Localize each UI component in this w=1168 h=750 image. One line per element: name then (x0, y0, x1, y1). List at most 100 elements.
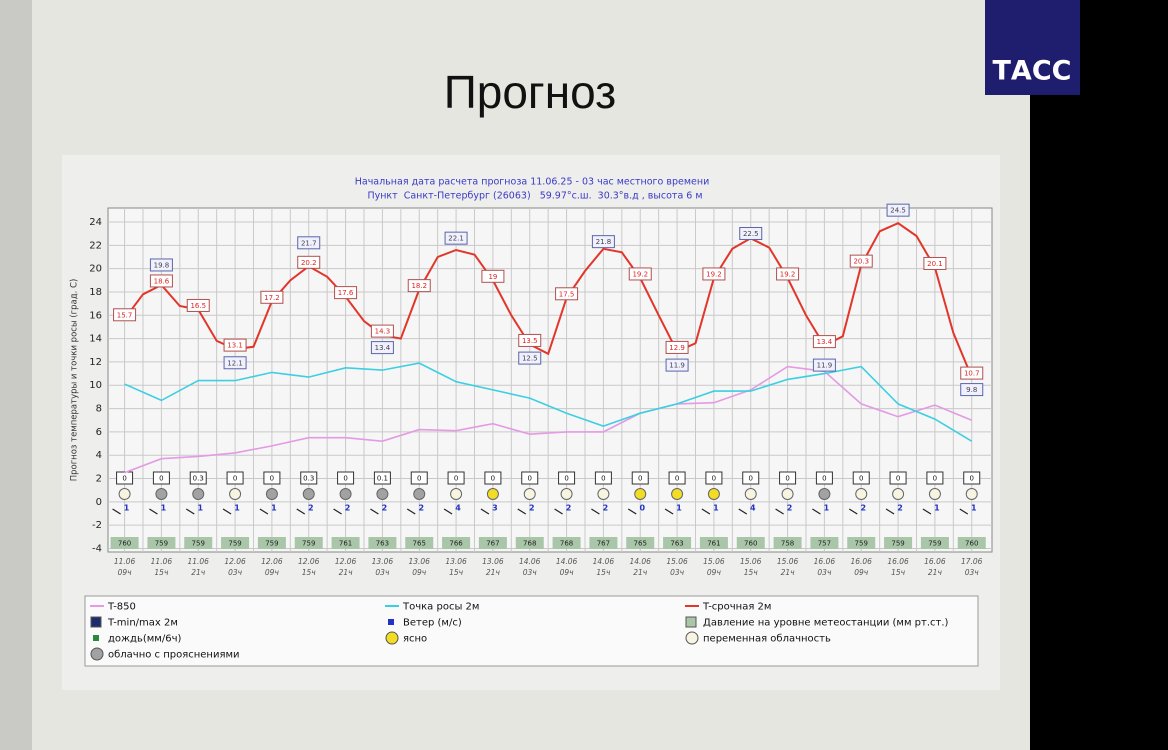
t-label-box (518, 333, 542, 347)
sky-icon (339, 488, 352, 500)
x-tick-label: 21ч (486, 568, 501, 577)
t-label-box (665, 340, 689, 354)
t-label: 20.1 (927, 260, 943, 268)
t-label: 14.3 (375, 328, 391, 336)
pressure-box (699, 537, 728, 549)
legend-label: ясно (403, 634, 427, 645)
precipitation-box (300, 471, 318, 485)
sky-icon (892, 488, 905, 500)
precipitation-label: 0 (270, 475, 274, 483)
t-label-box (370, 324, 394, 338)
x-tick-label: 11.06 (151, 557, 173, 566)
tminmax-label: 21.8 (596, 238, 612, 246)
x-tick-label: 21ч (633, 568, 648, 577)
wind-label: 2 (382, 504, 388, 513)
tminmax-label: 11.9 (817, 362, 833, 370)
tminmax-label: 11.9 (669, 362, 685, 370)
x-tick-label: 16.06 (924, 557, 946, 566)
t-label-box (812, 335, 836, 349)
pressure-label: 758 (781, 540, 794, 548)
legend-label: T-срочная 2м (702, 602, 771, 613)
y-tick-label: 0 (96, 497, 102, 508)
pressure-label: 761 (339, 540, 352, 548)
t-label-box (297, 255, 321, 269)
logo: ТАСС (993, 56, 1072, 87)
pressure-box (589, 537, 618, 549)
wind-arrow (259, 508, 269, 515)
sky-icon (597, 488, 610, 500)
precipitation-label: 0 (896, 475, 900, 483)
tminmax-box (518, 351, 542, 365)
wind-arrow (370, 508, 379, 515)
pressure-box (663, 537, 692, 549)
legend-swatch (685, 631, 699, 645)
t-label: 17.2 (264, 294, 280, 302)
precipitation-box (484, 471, 502, 485)
pressure-label: 768 (560, 540, 573, 548)
pressure-label: 766 (449, 540, 463, 548)
pressure-box (957, 537, 986, 549)
t-label: 19 (488, 273, 497, 281)
tminmax-label: 13.4 (375, 344, 391, 352)
wind-label: 2 (566, 504, 572, 513)
precipitation-box (373, 471, 391, 485)
precipitation-label: 0.3 (193, 475, 204, 483)
t-label-box (628, 267, 652, 281)
legend-label: Точка росы 2м (402, 602, 479, 613)
tminmax-box (739, 226, 763, 240)
y-tick-label: 20 (89, 264, 102, 275)
wind-label: 1 (234, 504, 240, 513)
x-tick-label: 16.06 (887, 557, 909, 566)
pressure-label: 759 (891, 540, 904, 548)
y-tick-label: 4 (96, 450, 102, 461)
t-label: 17.6 (338, 289, 354, 297)
wind-label: 0 (639, 504, 645, 513)
left-strip (0, 0, 32, 750)
precipitation-box (410, 471, 428, 485)
precipitation-box (152, 471, 170, 485)
y-tick-label: 10 (89, 380, 102, 391)
x-tick-label: 15ч (302, 568, 317, 577)
pressure-box (810, 537, 839, 549)
t-label: 20.2 (301, 259, 317, 267)
x-tick-label: 03ч (375, 568, 390, 577)
precipitation-label: 0 (454, 475, 458, 483)
x-tick-label: 14.06 (556, 557, 578, 566)
precipitation-box (594, 471, 612, 485)
sky-icon (376, 488, 389, 500)
t-label: 15.7 (117, 311, 133, 319)
sky-icon (744, 488, 757, 500)
pressure-label: 765 (634, 540, 647, 548)
pressure-label: 759 (265, 540, 278, 548)
sky-icon (781, 488, 794, 500)
legend-label: дождь(мм/6ч) (108, 634, 181, 645)
wind-arrow (443, 508, 453, 515)
legend-swatch (388, 619, 394, 625)
wind-arrow (812, 508, 821, 515)
sky-icon (928, 488, 941, 500)
x-tick-label: 11.06 (114, 557, 136, 566)
wind-label: 2 (308, 504, 314, 513)
y-tick-label: 16 (89, 310, 102, 321)
x-tick-label: 09ч (707, 568, 722, 577)
tminmax-label: 24.5 (890, 207, 906, 215)
pressure-box (920, 537, 949, 549)
tminmax-label: 9.8 (966, 386, 977, 394)
wind-label: 4 (750, 504, 756, 513)
pressure-box (405, 537, 434, 549)
pressure-label: 759 (155, 540, 168, 548)
y-axis-label: Прогноз температуры и точки росы (град. … (70, 279, 80, 482)
y-tick-label: -2 (92, 520, 102, 531)
pressure-box (147, 537, 176, 549)
legend-label: T-min/max 2м (107, 618, 178, 629)
wind-arrow (333, 508, 342, 515)
precipitation-label: 0 (785, 475, 789, 483)
y-tick-label: 14 (89, 334, 102, 345)
pressure-box (442, 537, 471, 549)
wind-arrow (554, 508, 563, 515)
t-label: 18.6 (154, 277, 170, 285)
precipitation-label: 0 (822, 475, 826, 483)
t-label-box (555, 287, 579, 301)
wind-arrow (959, 508, 969, 515)
precipitation-label: 0 (675, 475, 679, 483)
